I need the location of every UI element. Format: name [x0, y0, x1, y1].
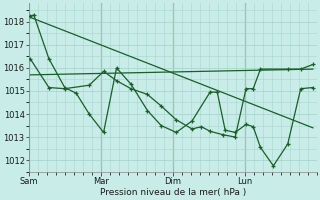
X-axis label: Pression niveau de la mer( hPa ): Pression niveau de la mer( hPa ) — [100, 188, 246, 197]
